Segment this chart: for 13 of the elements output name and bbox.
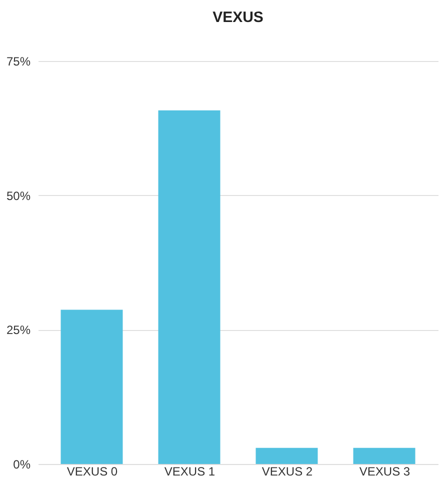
- x-tick-label: VEXUS 3: [359, 464, 410, 478]
- y-tick-label: 75%: [6, 54, 31, 68]
- x-tick-label: VEXUS 2: [262, 464, 313, 478]
- y-tick-label: 25%: [6, 323, 31, 338]
- x-tick-label: VEXUS 1: [164, 464, 216, 478]
- y-tick-label: 0%: [13, 458, 31, 472]
- chart-title: VEXUS: [212, 9, 264, 26]
- bar: [158, 110, 220, 464]
- y-tick-label: 50%: [6, 188, 31, 203]
- bar: [353, 448, 416, 464]
- x-tick-label: VEXUS 0: [66, 464, 118, 478]
- bar: [256, 448, 318, 464]
- bar: [60, 310, 123, 464]
